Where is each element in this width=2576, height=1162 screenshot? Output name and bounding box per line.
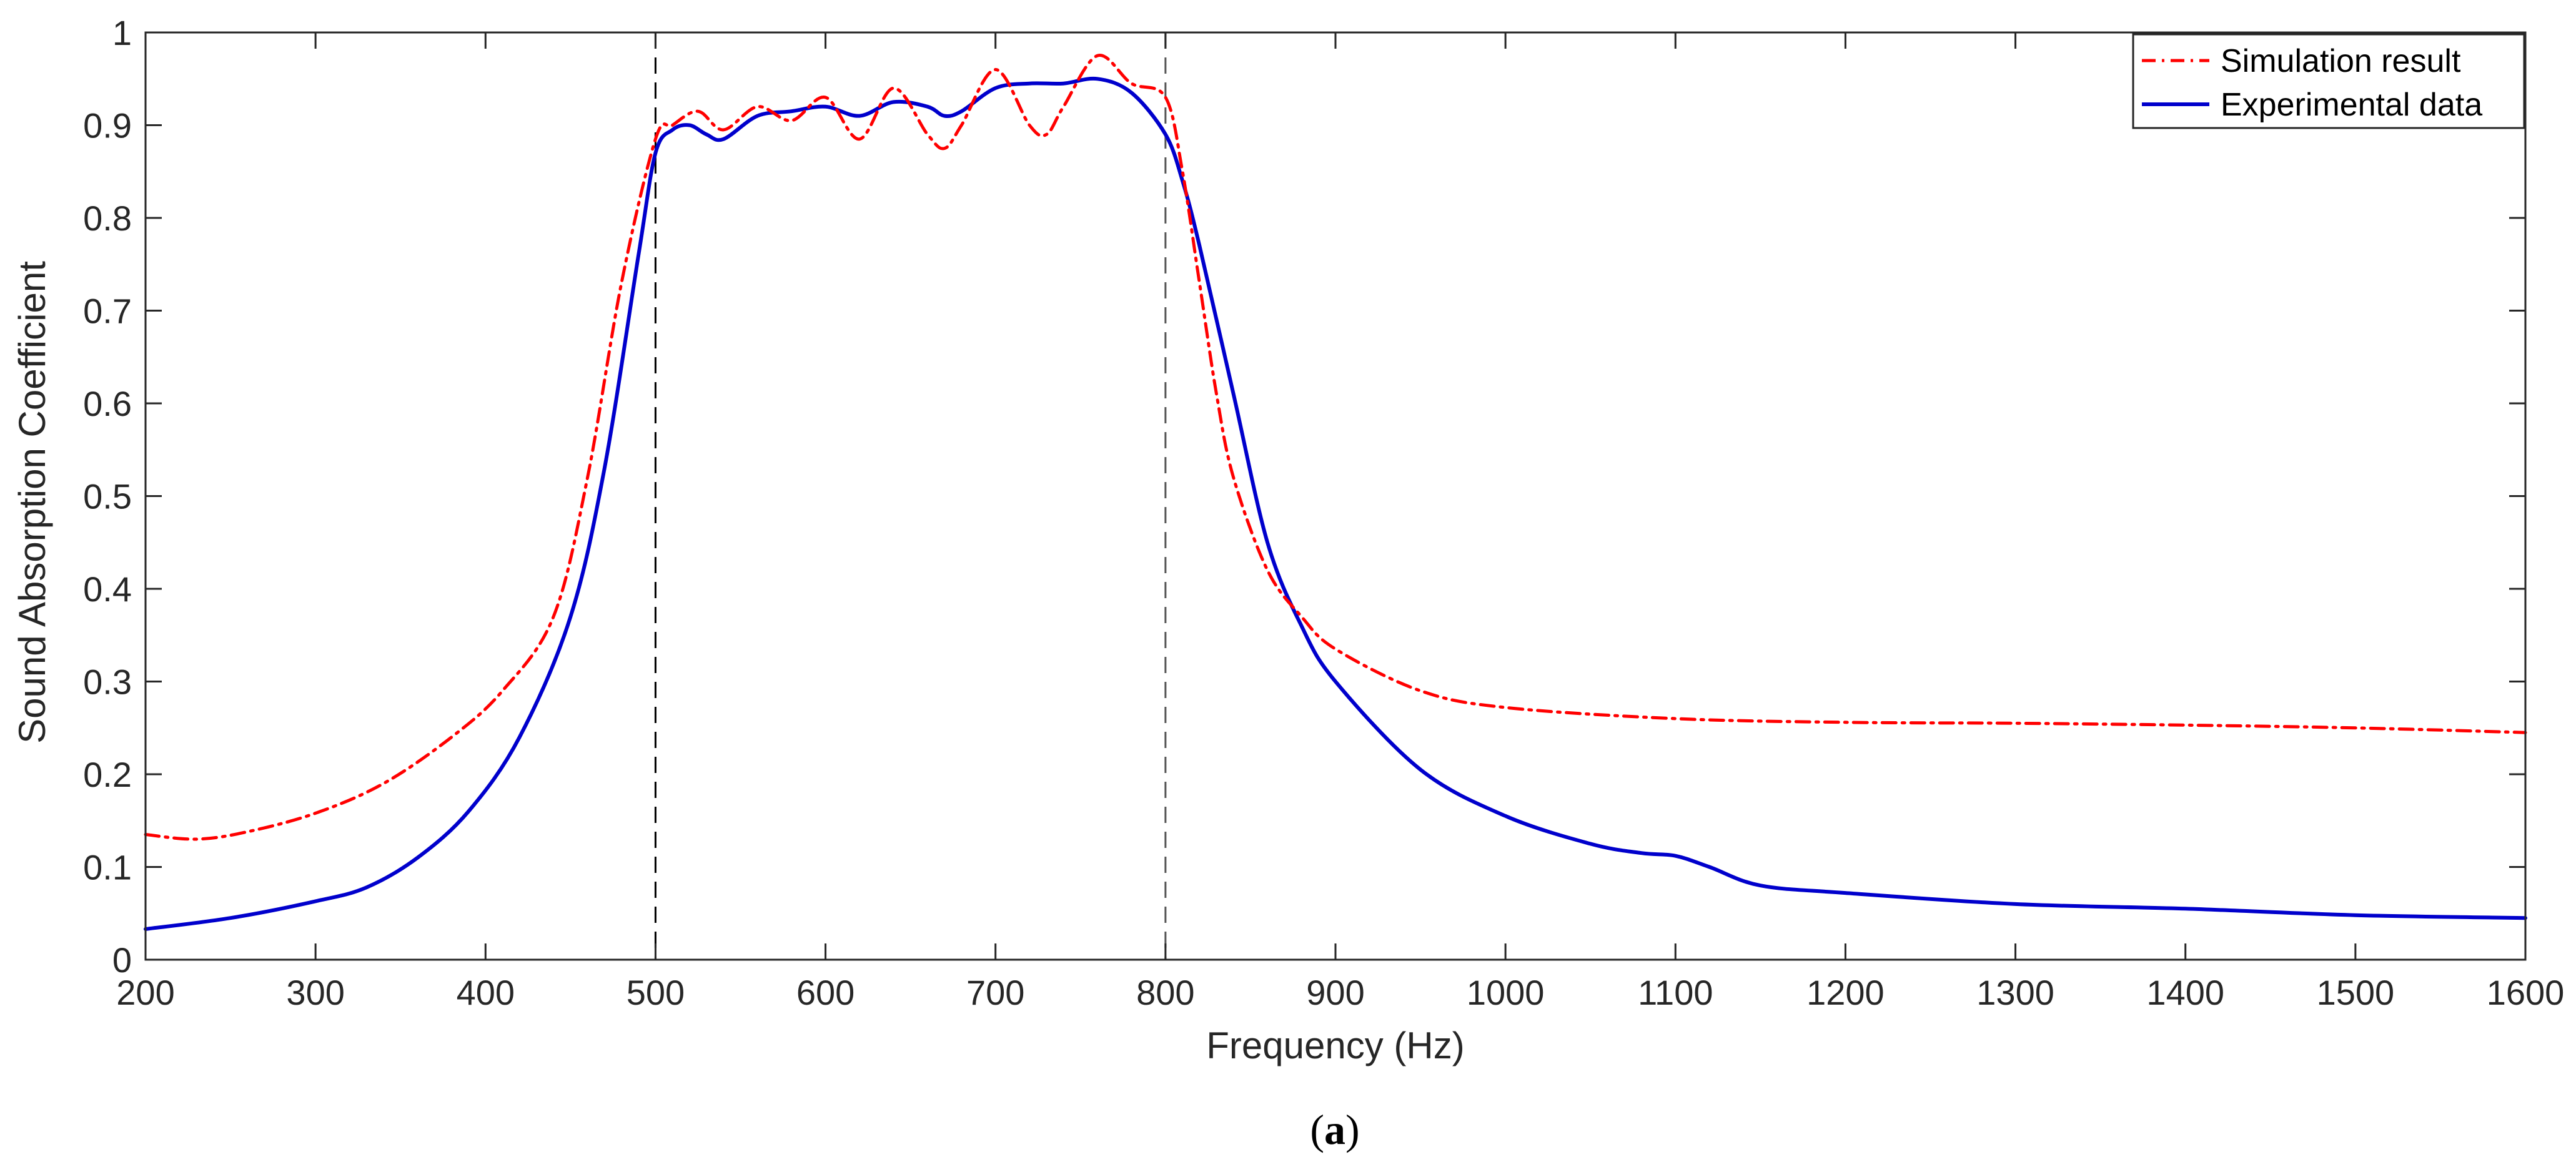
y-tick-label: 1	[112, 13, 132, 52]
y-axis-title: Sound Absorption Coefficient	[11, 261, 53, 744]
x-axis: 200 300 400 500 600 700 800 900 1000 1100 1200 1300…	[116, 32, 2564, 1012]
x-tick-label: 1100	[1638, 973, 1713, 1012]
y-tick-label: 0.2	[83, 755, 132, 794]
figure-caption: (a)	[1310, 1106, 1359, 1153]
x-tick-label: 400	[457, 973, 515, 1012]
x-tick-label: 800	[1136, 973, 1194, 1012]
x-tick-label: 500	[627, 973, 685, 1012]
y-tick-label: 0.4	[83, 569, 132, 609]
x-tick-label: 700	[966, 973, 1024, 1012]
x-tick-label: 1200	[1806, 973, 1885, 1012]
reference-lines	[654, 32, 1167, 960]
y-tick-label: 0	[112, 940, 132, 980]
series-line-experimental	[144, 76, 2527, 931]
x-tick-label: 1400	[2146, 973, 2224, 1012]
x-tick-label: 1000	[1467, 973, 1545, 1012]
x-tick-label: 1300	[1976, 973, 2054, 1012]
y-tick-label: 0.5	[83, 477, 132, 516]
x-tick-label: 300	[286, 973, 344, 1012]
x-tick-label: 1600	[2487, 973, 2565, 1012]
legend-box	[2132, 33, 2525, 129]
y-tick-label: 0.1	[83, 848, 132, 887]
y-tick-label: 0.9	[83, 106, 132, 145]
series-layer	[144, 54, 2527, 931]
y-tick-label: 0.8	[83, 199, 132, 238]
series-line-simulation	[144, 54, 2527, 841]
y-tick-label: 0.3	[83, 662, 132, 702]
legend: Simulation result Experimental data	[2132, 33, 2525, 129]
y-axis: 0 0.1 0.2 0.3 0.4 0.5 0.6 0.7 0.8 0.9 1	[83, 13, 2525, 980]
x-tick-label: 900	[1306, 973, 1364, 1012]
caption-letter: a	[1324, 1106, 1345, 1153]
legend-label-simulation: Simulation result	[2221, 43, 2461, 79]
x-tick-label: 200	[116, 973, 174, 1012]
x-tick-label: 1500	[2317, 973, 2395, 1012]
x-tick-label: 600	[796, 973, 855, 1012]
legend-label-experimental: Experimental data	[2221, 87, 2482, 123]
y-tick-label: 0.7	[83, 292, 132, 331]
x-axis-title: Frequency (Hz)	[1206, 1025, 1464, 1066]
y-tick-label: 0.6	[83, 384, 132, 423]
